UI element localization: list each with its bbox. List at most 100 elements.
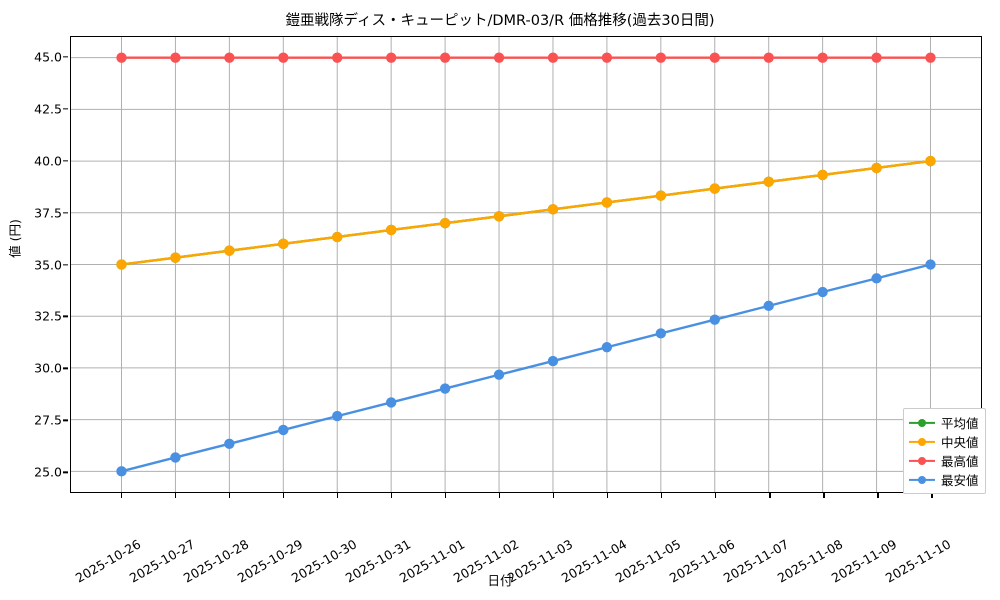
y-tick-mark	[63, 471, 68, 473]
legend-item-最高値[interactable]: 最高値	[909, 451, 979, 470]
data-point	[439, 217, 451, 229]
data-point	[332, 410, 343, 422]
y-tick-label: 45.0	[34, 49, 62, 65]
data-point	[493, 52, 505, 63]
data-point	[709, 314, 720, 325]
y-tick-mark	[63, 211, 68, 214]
y-tick-label: 27.5	[34, 412, 62, 428]
data-point	[493, 211, 505, 222]
legend-label: 平均値	[941, 416, 979, 431]
y-tick-mark	[63, 315, 68, 318]
data-point	[116, 52, 127, 63]
data-point	[601, 342, 613, 353]
x-tick-mark	[877, 493, 879, 498]
y-tick-mark	[63, 419, 68, 421]
x-tick-mark	[607, 493, 609, 498]
x-tick-mark	[498, 493, 501, 498]
data-point	[655, 52, 667, 63]
data-point	[224, 245, 235, 256]
x-tick-mark	[715, 493, 717, 498]
x-tick-mark	[444, 493, 447, 498]
data-point	[925, 259, 936, 270]
data-point	[278, 238, 289, 249]
data-point	[925, 155, 936, 167]
data-point	[817, 286, 828, 298]
data-point	[871, 162, 882, 174]
chart-title: 鎧亜戦隊ディス・キューピット/DMR-03/R 価格推移(過去30日間)	[285, 13, 715, 29]
y-axis-tick-marks	[0, 36, 70, 493]
series-最安値	[116, 259, 936, 477]
data-point	[763, 52, 774, 63]
data-point	[332, 52, 343, 63]
data-point	[925, 52, 936, 63]
data-point	[439, 383, 451, 394]
x-tick-mark	[282, 493, 285, 498]
y-tick-mark	[63, 263, 68, 266]
data-point	[547, 204, 559, 215]
y-tick-label: 25.0	[34, 464, 62, 480]
series-最高値	[116, 52, 936, 63]
data-point	[170, 452, 181, 463]
data-point	[224, 52, 235, 63]
plot-area	[70, 36, 982, 493]
data-point	[224, 438, 235, 449]
x-tick-mark	[174, 493, 176, 498]
legend-item-平均値[interactable]: 平均値	[909, 413, 979, 432]
data-point	[871, 52, 882, 63]
data-point	[278, 424, 289, 436]
data-point	[871, 273, 882, 284]
data-point	[547, 355, 559, 367]
y-axis-tick-labels: 25.0 27.5 30.0 32.5 35.0 37.5 40.0 42.5 45.0	[0, 36, 62, 493]
legend-marker-icon	[909, 455, 935, 467]
data-point	[547, 52, 559, 63]
series-中央値	[116, 155, 936, 270]
y-tick-mark	[63, 367, 68, 370]
legend-marker-icon	[909, 417, 935, 429]
data-point	[278, 52, 289, 63]
x-tick-mark	[931, 493, 933, 498]
data-point	[170, 52, 181, 63]
data-point	[116, 259, 127, 270]
data-point	[601, 52, 613, 63]
data-point	[763, 300, 774, 312]
y-tick-label: 42.5	[34, 101, 62, 117]
x-tick-mark	[120, 493, 122, 498]
legend-item-中央値[interactable]: 中央値	[909, 432, 979, 451]
data-point	[817, 169, 828, 181]
x-tick-mark	[336, 493, 339, 498]
y-tick-mark	[63, 56, 68, 58]
data-series-layer	[116, 52, 936, 477]
y-tick-label: 37.5	[34, 205, 62, 221]
chart-legend[interactable]: 平均値 中央値 最高値最安値	[903, 408, 986, 494]
data-point	[332, 231, 343, 243]
x-axis-label: 日付	[487, 573, 513, 588]
legend-marker-icon	[909, 436, 935, 448]
legend-item-最安値[interactable]: 最安値	[909, 470, 979, 489]
data-point	[385, 224, 397, 236]
x-tick-mark	[769, 493, 771, 498]
data-point	[116, 466, 127, 477]
legend-label: 最安値	[941, 473, 979, 488]
x-axis-tick-marks	[70, 493, 982, 499]
data-point	[709, 183, 720, 194]
x-tick-mark	[553, 493, 555, 498]
x-tick-mark	[661, 493, 663, 498]
data-point	[385, 52, 397, 63]
data-point	[439, 52, 451, 63]
data-point	[170, 252, 181, 263]
x-tick-mark	[228, 493, 230, 498]
data-point	[763, 176, 774, 187]
y-tick-mark	[63, 159, 68, 162]
legend-marker-icon	[909, 474, 935, 486]
data-point	[709, 52, 720, 63]
data-point	[655, 328, 667, 339]
y-tick-label: 35.0	[34, 257, 62, 272]
data-point	[817, 52, 828, 63]
y-tick-mark	[63, 108, 68, 110]
data-point	[493, 369, 505, 380]
data-point	[655, 190, 667, 201]
y-tick-label: 32.5	[34, 308, 62, 324]
y-tick-label: 30.0	[34, 360, 62, 376]
data-point	[601, 197, 613, 208]
x-axis-tick-labels: 2025-10-26 2025-10-27 2025-10-28 2025-10-29…	[70, 500, 982, 585]
